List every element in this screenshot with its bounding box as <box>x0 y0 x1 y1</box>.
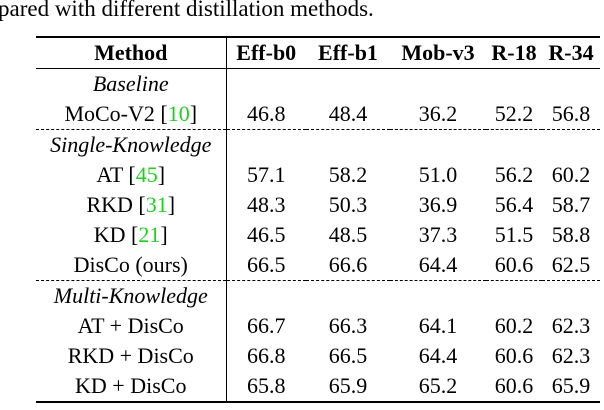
value-cell: 60.2 <box>494 313 534 338</box>
value-cell: 48.3 <box>247 192 286 217</box>
value-cell: 66.5 <box>226 250 306 281</box>
value-cell: 65.2 <box>390 371 486 403</box>
value-cell: 58.8 <box>551 222 591 247</box>
method-cell: KD + DisCo <box>36 371 227 403</box>
citation-link[interactable]: 10 <box>167 101 190 126</box>
table-row: RKD [31] 48.3 50.3 36.9 56.4 58.7 <box>36 190 600 220</box>
value-cell: 66.7 <box>247 313 286 338</box>
value-cell: 58.2 <box>328 162 368 187</box>
header-row: Method Eff-b0 Eff-b1 Mob-v3 R-18 R-34 <box>36 36 600 69</box>
header-method: Method <box>36 36 227 69</box>
value-cell: 66.5 <box>328 343 368 368</box>
method-cell: AT + DisCo <box>36 311 227 341</box>
value-cell: 48.5 <box>328 222 368 247</box>
value-cell: 56.2 <box>494 162 534 187</box>
value-cell: 60.6 <box>494 343 534 368</box>
header-r18: R-18 <box>486 36 542 69</box>
header-r34: R-34 <box>542 36 600 69</box>
header-eff-b1: Eff-b1 <box>306 36 390 69</box>
value-cell: 65.8 <box>226 371 306 403</box>
value-cell: 60.2 <box>551 162 591 187</box>
citation-link[interactable]: 45 <box>135 162 158 187</box>
citation-link[interactable]: 21 <box>138 222 161 247</box>
value-cell: 36.9 <box>418 192 458 217</box>
group-label: Baseline <box>36 68 227 99</box>
value-cell: 64.1 <box>418 313 458 338</box>
value-cell: 64.4 <box>390 250 486 281</box>
table-caption: pared with different distillation method… <box>0 0 604 32</box>
value-cell: 48.4 <box>306 99 390 130</box>
value-cell: 66.8 <box>247 343 286 368</box>
table-row: MoCo-V2 [10] 46.8 48.4 36.2 52.2 56.8 <box>36 99 600 130</box>
value-cell: 37.3 <box>418 222 458 247</box>
value-cell: 64.4 <box>418 343 458 368</box>
header-eff-b0: Eff-b0 <box>226 36 306 69</box>
citation-link[interactable]: 31 <box>145 192 168 217</box>
method-cell: AT [45] <box>36 160 227 190</box>
table-row: KD [21] 46.5 48.5 37.3 51.5 58.8 <box>36 220 600 250</box>
caption-text: pared with different distillation method… <box>0 0 374 21</box>
value-cell: 62.3 <box>551 343 591 368</box>
value-cell: 60.6 <box>486 250 542 281</box>
value-cell: 51.0 <box>418 162 458 187</box>
value-cell: 58.7 <box>551 192 591 217</box>
value-cell: 50.3 <box>328 192 368 217</box>
value-cell: 65.9 <box>306 371 390 403</box>
value-cell: 52.2 <box>486 99 542 130</box>
value-cell: 46.5 <box>247 222 286 247</box>
group-row-baseline: Baseline <box>36 68 600 99</box>
method-cell: RKD + DisCo <box>36 341 227 371</box>
value-cell: 65.9 <box>542 371 600 403</box>
value-cell: 51.5 <box>494 222 534 247</box>
value-cell: 66.6 <box>306 250 390 281</box>
table-row: RKD + DisCo 66.8 66.5 64.4 60.6 62.3 <box>36 341 600 371</box>
method-cell: KD [21] <box>36 220 227 250</box>
value-cell: 56.8 <box>542 99 600 130</box>
results-table: Method Eff-b0 Eff-b1 Mob-v3 R-18 R-34 Ba… <box>36 36 600 403</box>
table-row: AT + DisCo 66.7 66.3 64.1 60.2 62.3 <box>36 311 600 341</box>
value-cell: 57.1 <box>247 162 286 187</box>
value-cell: 60.6 <box>486 371 542 403</box>
group-label: Multi-Knowledge <box>36 280 227 311</box>
value-cell: 36.2 <box>390 99 486 130</box>
group-row-single-knowledge: Single-Knowledge <box>36 129 600 160</box>
group-label: Single-Knowledge <box>36 129 227 160</box>
method-cell: DisCo (ours) <box>36 250 227 281</box>
table-row: KD + DisCo 65.8 65.9 65.2 60.6 65.9 <box>36 371 600 403</box>
table-row: AT [45] 57.1 58.2 51.0 56.2 60.2 <box>36 160 600 190</box>
method-cell: RKD [31] <box>36 190 227 220</box>
value-cell: 46.8 <box>226 99 306 130</box>
header-mob-v3: Mob-v3 <box>390 36 486 69</box>
value-cell: 62.5 <box>542 250 600 281</box>
table-row-ours: DisCo (ours) 66.5 66.6 64.4 60.6 62.5 <box>36 250 600 281</box>
value-cell: 66.3 <box>328 313 368 338</box>
value-cell: 62.3 <box>551 313 591 338</box>
value-cell: 56.4 <box>494 192 534 217</box>
method-cell: MoCo-V2 [10] <box>36 99 227 130</box>
group-row-multi-knowledge: Multi-Knowledge <box>36 280 600 311</box>
